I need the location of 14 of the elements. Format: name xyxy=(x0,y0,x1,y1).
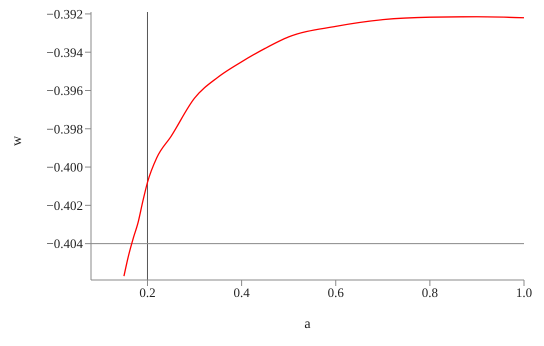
x-tick-label: 1.0 xyxy=(516,285,532,300)
y-tick-label: −0.394 xyxy=(46,44,84,60)
y-tick-label: −0.396 xyxy=(46,83,84,98)
x-tick-label: 0.6 xyxy=(328,285,344,300)
x-axis-title: a xyxy=(304,317,312,332)
x-tick-label: 0.8 xyxy=(422,285,438,300)
y-tick-label: −0.400 xyxy=(46,160,83,175)
x-tick-label: 0.4 xyxy=(233,285,250,300)
y-axis-title: w xyxy=(10,135,25,146)
x-tick-label: 0.2 xyxy=(139,285,156,300)
y-tick-label: −0.402 xyxy=(46,198,83,213)
y-tick-label: −0.404 xyxy=(46,236,84,252)
y-tick-label: −0.398 xyxy=(46,121,83,136)
y-tick-label: −0.392 xyxy=(46,6,83,22)
